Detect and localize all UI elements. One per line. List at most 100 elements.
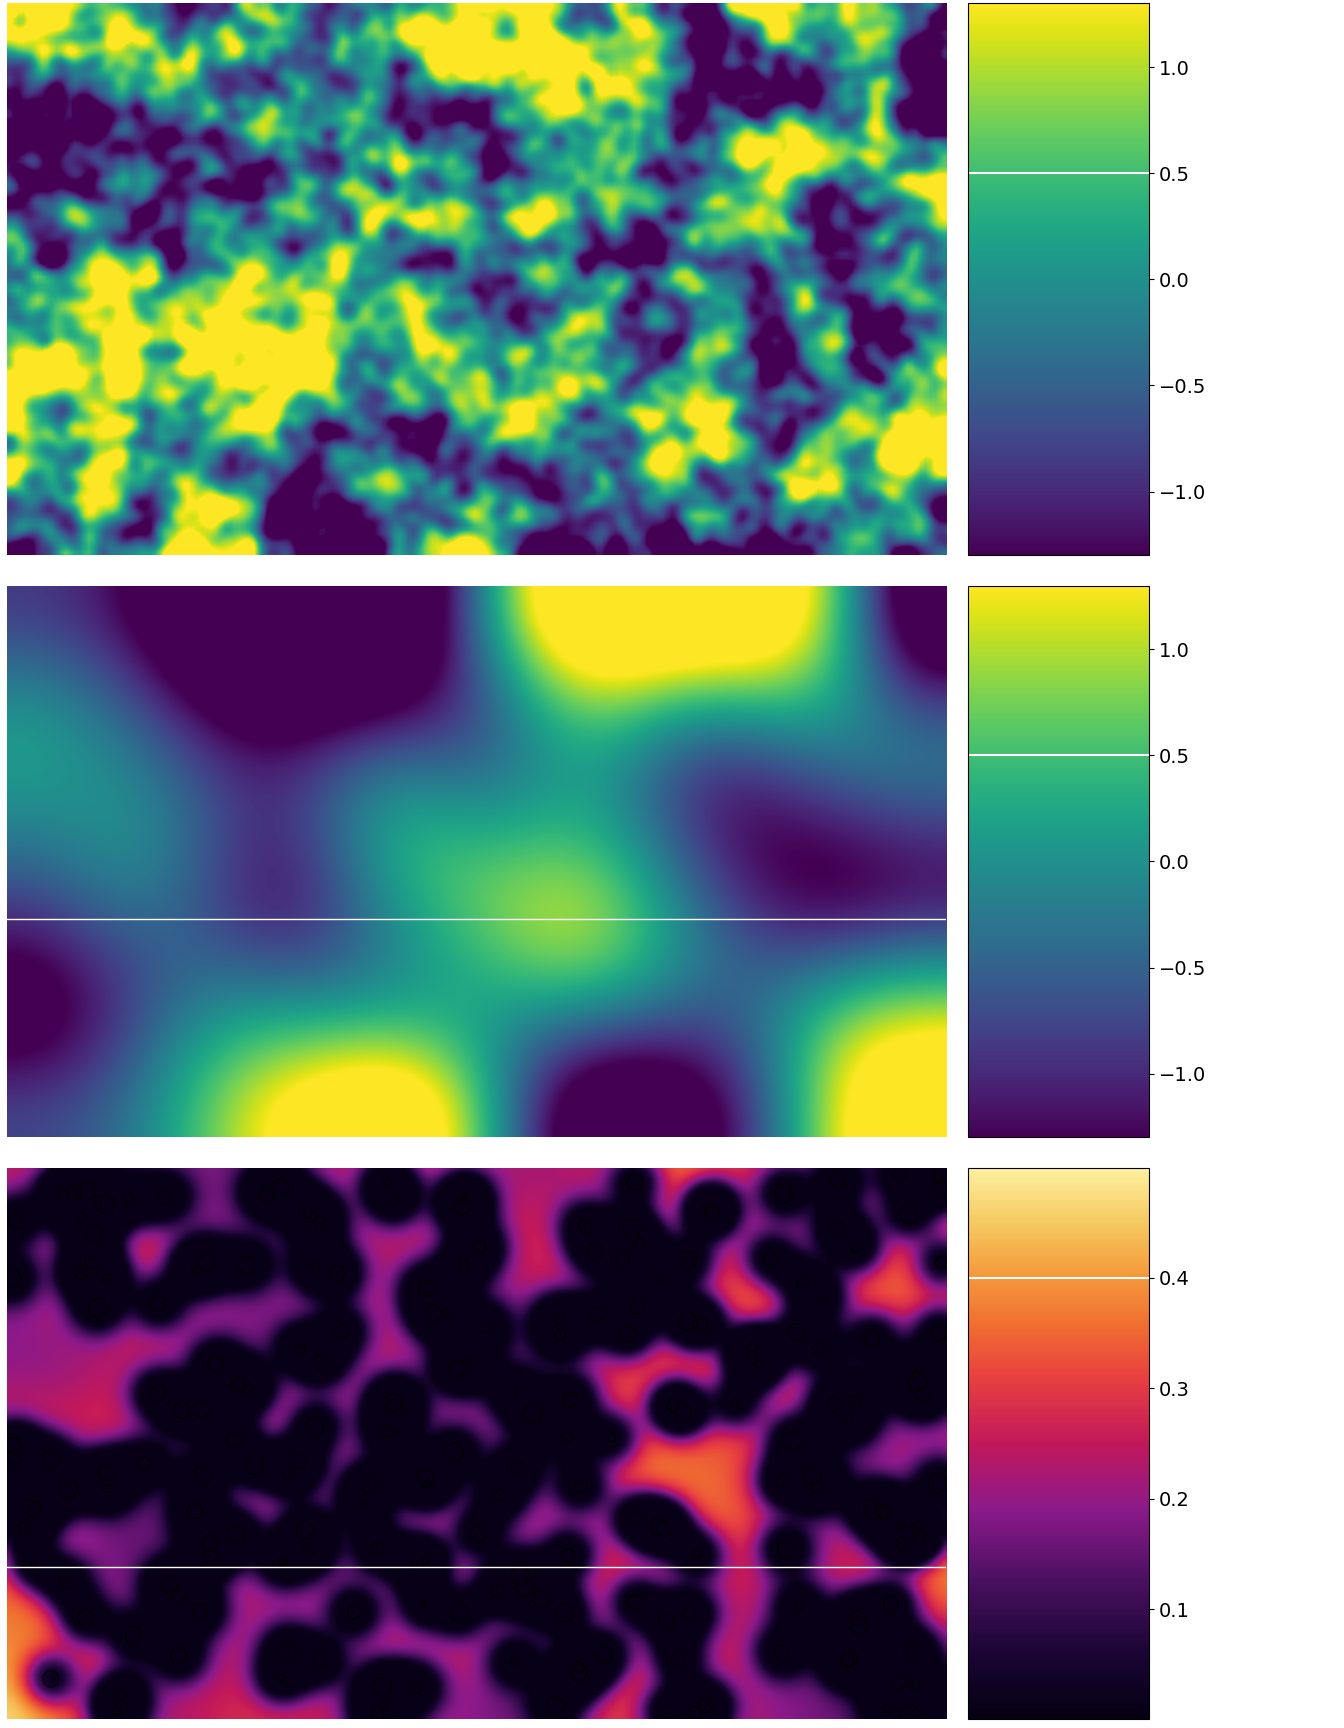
Point [836,1647,857,1674]
Point [771,1467,793,1495]
Point [153,1184,175,1211]
Point [469,1234,491,1261]
Point [376,1688,398,1716]
Point [58,1476,79,1503]
Point [26,1493,47,1521]
Point [325,1260,347,1287]
Point [898,1199,919,1227]
Point [672,1400,694,1427]
Point [192,1462,214,1490]
Point [913,1381,934,1408]
Point [554,1600,575,1628]
Point [879,1693,900,1721]
Point [828,1166,849,1194]
Point [653,1515,675,1543]
Point [667,1645,688,1673]
Point [70,1203,91,1230]
Point [905,1673,926,1700]
Point [278,1460,300,1488]
Point [270,1664,292,1692]
Point [367,1700,388,1728]
Point [448,1598,469,1626]
Point [786,1318,808,1346]
Point [844,1386,866,1414]
Point [628,1230,649,1258]
Point [695,1692,716,1719]
Point [405,1673,426,1700]
Point [601,1424,622,1452]
Point [503,1379,524,1407]
Point [457,1348,478,1375]
Point [724,1389,746,1417]
Point [905,1362,926,1389]
Point [801,1462,823,1490]
Point [929,1318,950,1346]
Point [297,1199,319,1227]
Point [40,1666,62,1693]
Point [863,1495,884,1522]
Point [75,1177,97,1204]
Point [376,1170,398,1198]
Point [191,1394,212,1422]
Point [806,1474,828,1502]
Point [376,1419,398,1446]
Point [677,1308,699,1336]
Point [271,1548,293,1576]
Point [383,1389,405,1417]
Point [124,1621,145,1649]
Point [199,1541,220,1569]
Point [931,1173,953,1201]
Point [860,1325,882,1353]
Point [617,1320,638,1348]
Point [5,1208,27,1236]
Point [880,1590,902,1617]
Point [848,1605,870,1633]
Point [567,1659,589,1687]
Point [509,1562,531,1590]
Point [305,1253,327,1280]
Point [575,1213,597,1241]
Point [890,1159,911,1187]
Point [417,1471,438,1498]
Point [422,1299,444,1327]
Point [310,1348,332,1375]
Point [548,1305,570,1332]
Point [684,1699,706,1726]
Point [352,1491,374,1519]
Point [560,1386,582,1414]
Point [359,1472,380,1500]
Point [677,1246,699,1274]
Point [583,1237,605,1265]
Point [83,1220,105,1248]
Point [909,1522,930,1550]
Point [555,1424,577,1452]
Point [473,1313,495,1341]
Point [849,1612,871,1640]
Point [226,1521,247,1548]
Point [146,1381,168,1408]
Point [515,1574,536,1602]
Point [414,1465,435,1493]
Point [558,1541,579,1569]
Point [812,1286,833,1313]
Point [71,1260,93,1287]
Point [255,1180,277,1208]
Point [888,1668,910,1695]
Point [97,1474,118,1502]
Point [773,1180,794,1208]
Point [759,1246,781,1274]
Point [446,1355,468,1382]
Point [827,1215,848,1242]
Point [646,1512,668,1540]
Point [788,1593,809,1621]
Point [331,1318,352,1346]
Point [277,1636,298,1664]
Point [931,1161,953,1189]
Point [624,1168,645,1196]
Point [907,1369,929,1396]
Point [771,1638,793,1666]
Point [679,1600,700,1628]
Point [309,1647,331,1674]
Point [294,1517,316,1545]
Point [824,1391,845,1419]
